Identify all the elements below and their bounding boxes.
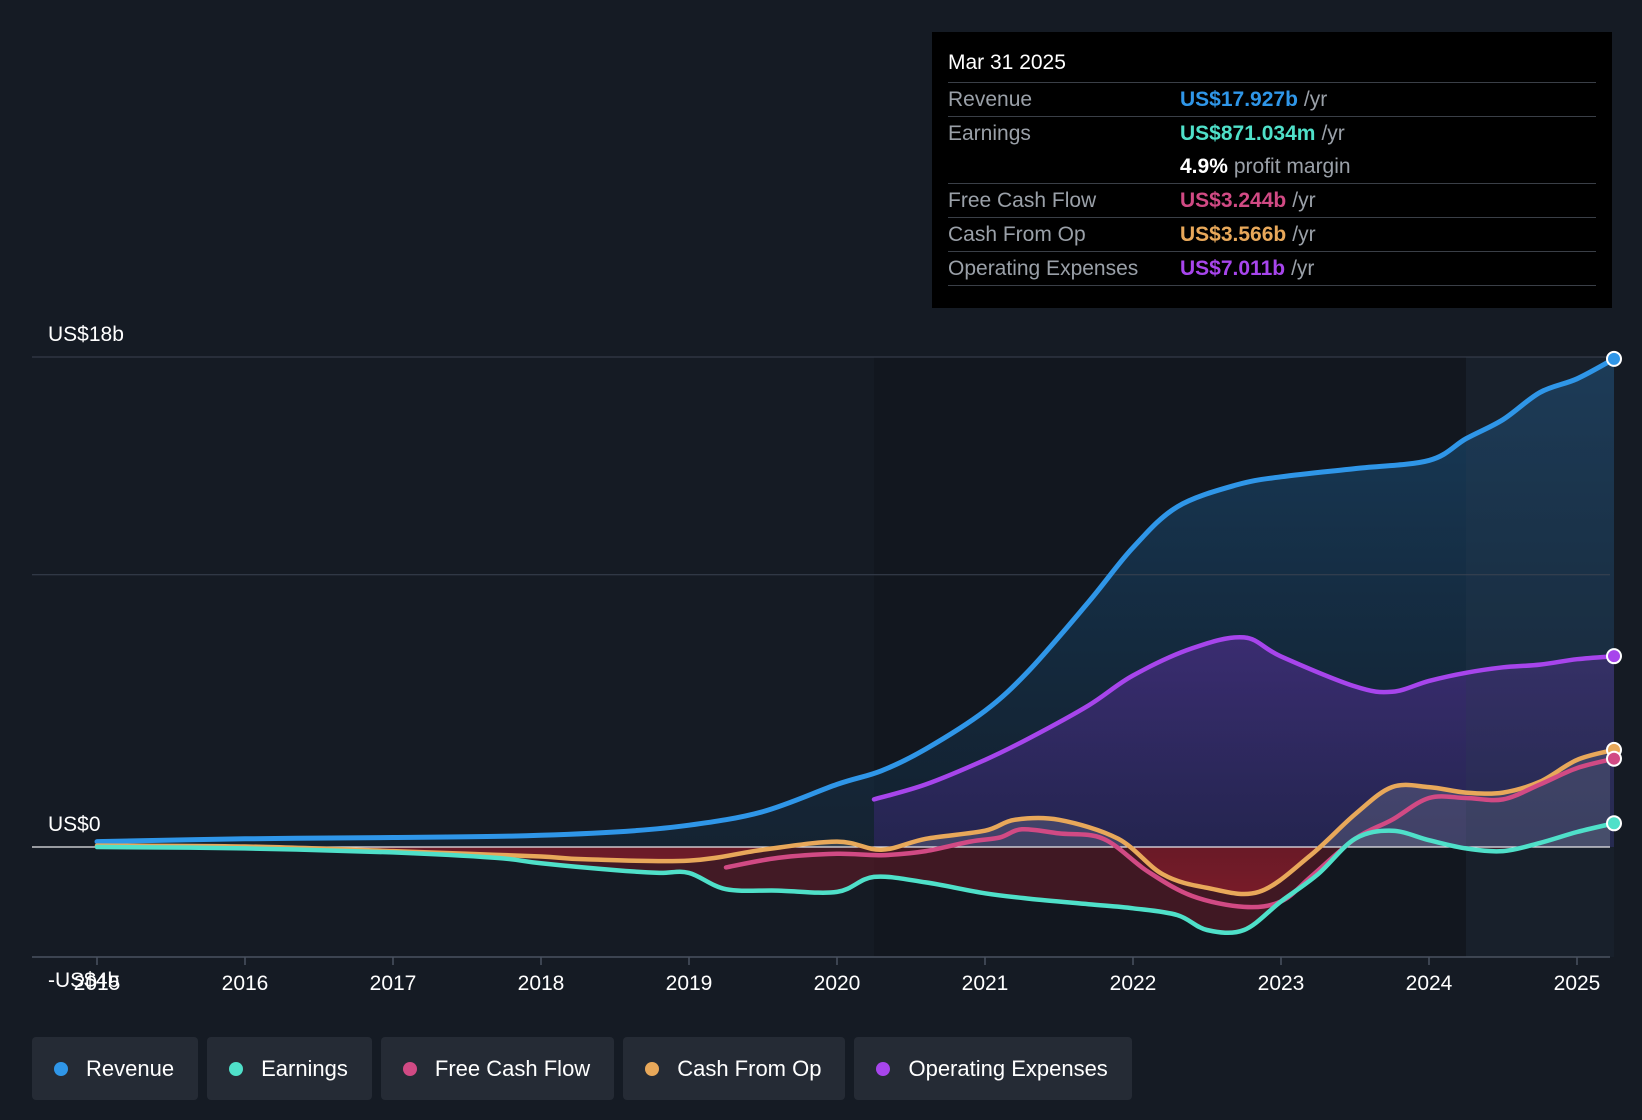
operating-expenses-area [874, 637, 1614, 847]
y-axis-label: -US$4b [48, 969, 119, 992]
legend-label: Revenue [86, 1055, 175, 1081]
free-cash-flow-dot-icon [402, 1061, 417, 1076]
tooltip-value: US$3.566b [1180, 223, 1287, 246]
earnings-area-negative [97, 847, 1610, 933]
legend-item-cash-from-op[interactable]: Cash From Op [623, 1037, 846, 1100]
x-axis-label: 2017 [370, 972, 417, 995]
x-axis-label: 2018 [518, 972, 565, 995]
legend-item-revenue[interactable]: Revenue [32, 1037, 199, 1100]
tooltip-unit: /yr [1291, 257, 1315, 280]
tooltip-value: US$871.034m [1180, 122, 1316, 145]
earnings-line [94, 821, 1617, 936]
tooltip-label: Revenue [948, 88, 1033, 111]
tooltip-unit: /yr [1303, 88, 1328, 111]
operating-expenses-line [871, 634, 1617, 802]
tooltip-row-operating-expenses: Operating Expenses US$7.011b /yr [948, 252, 1596, 286]
earnings-dot-icon [229, 1061, 244, 1076]
cash-from-op-area-positive [97, 750, 1610, 847]
tooltip-row-earnings: Earnings US$871.034m /yr [948, 117, 1596, 150]
tooltip-value: US$7.011b [1180, 257, 1286, 280]
tooltip-unit: /yr [1292, 223, 1316, 246]
tooltip-row-revenue: Revenue US$17.927b /yr [948, 83, 1596, 117]
tooltip-unit: /yr [1321, 122, 1345, 145]
legend-item-earnings[interactable]: Earnings [207, 1037, 372, 1100]
x-axis-label: 2021 [962, 972, 1009, 995]
x-axis-label: 2015 [74, 972, 121, 995]
operating-expenses-end-marker [1606, 648, 1622, 665]
legend-item-operating-expenses[interactable]: Operating Expenses [854, 1037, 1132, 1100]
data-tooltip: Mar 31 2025 Revenue US$17.927b /yr Earni… [932, 32, 1612, 308]
legend-label: Operating Expenses [908, 1055, 1108, 1081]
cash-from-op-dot-icon [645, 1061, 660, 1076]
tooltip-date: Mar 31 2025 [948, 46, 1596, 83]
free-cash-flow-end-marker [1606, 750, 1622, 767]
x-axis-label: 2016 [222, 972, 269, 995]
tooltip-label: Free Cash Flow [948, 189, 1097, 212]
revenue-dot-icon [54, 1061, 68, 1076]
operating-expenses-dot-icon [876, 1061, 891, 1076]
y-axis-label: US$18b [48, 323, 124, 346]
cash-from-op-area-negative [97, 847, 1610, 895]
tooltip-row-margin: 4.9% profit margin [948, 150, 1596, 184]
revenue-line [94, 356, 1617, 845]
profit-margin-label: profit margin [1233, 155, 1351, 178]
x-axis-label: 2024 [1406, 972, 1453, 995]
free-cash-flow-line [723, 756, 1617, 910]
cash-from-op-line [94, 747, 1617, 897]
revenue-end-marker [1606, 350, 1622, 367]
tooltip-unit: /yr [1292, 189, 1316, 212]
tooltip-row-cash-from-op: Cash From Op US$3.566b /yr [948, 218, 1596, 252]
legend-item-free-cash-flow[interactable]: Free Cash Flow [380, 1037, 615, 1100]
earnings-end-marker [1606, 815, 1622, 832]
x-axis-label: 2020 [814, 972, 861, 995]
x-axis-label: 2019 [666, 972, 713, 995]
tooltip-label: Earnings [948, 122, 1031, 145]
x-axis-label: 2022 [1110, 972, 1157, 995]
tooltip-row-free-cash-flow: Free Cash Flow US$3.244b /yr [948, 184, 1596, 218]
profit-margin-value: 4.9% [1180, 155, 1228, 178]
y-axis-label: US$0 [48, 813, 101, 836]
tooltip-label: Operating Expenses [948, 257, 1139, 280]
tooltip-label: Cash From Op [948, 223, 1086, 246]
tooltip-value: US$3.244b [1180, 189, 1287, 212]
chart-legend: Revenue Earnings Free Cash Flow Cash Fro… [32, 1037, 1132, 1100]
legend-label: Free Cash Flow [434, 1055, 591, 1081]
legend-label: Cash From Op [677, 1055, 822, 1081]
legend-label: Earnings [261, 1055, 348, 1081]
tooltip-value: US$17.927b [1180, 88, 1298, 111]
x-axis-label: 2023 [1258, 972, 1305, 995]
x-axis-label: 2025 [1554, 972, 1601, 995]
